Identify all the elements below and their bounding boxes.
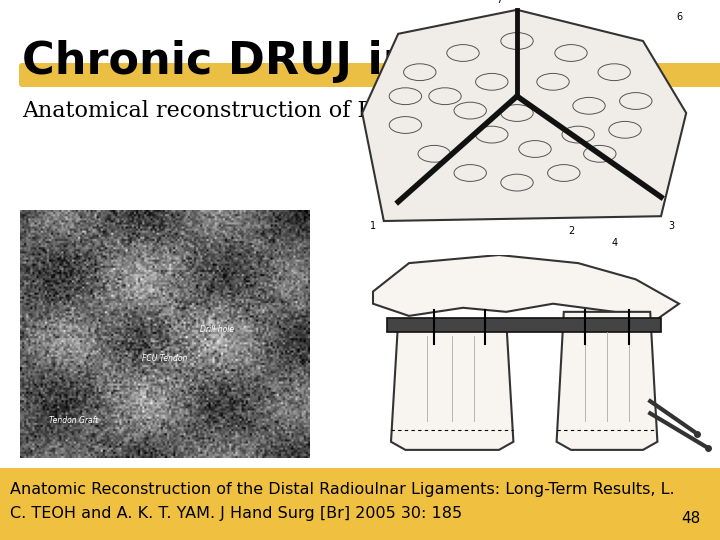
Bar — [0, 468, 720, 540]
Text: 4: 4 — [611, 238, 617, 248]
Text: C. TEOH and A. K. T. YAM. J Hand Surg [Br] 2005 30: 185: C. TEOH and A. K. T. YAM. J Hand Surg [B… — [10, 506, 462, 521]
Text: Drill hole: Drill hole — [200, 325, 234, 334]
Text: 48: 48 — [680, 511, 700, 526]
Text: FCU Tendon: FCU Tendon — [142, 354, 187, 363]
Polygon shape — [373, 255, 679, 324]
Text: 6: 6 — [676, 12, 682, 22]
Text: Chronic DRUJ instability: Chronic DRUJ instability — [22, 40, 620, 83]
Polygon shape — [557, 312, 657, 450]
Text: 7: 7 — [496, 0, 502, 5]
Text: Tendon Graft: Tendon Graft — [49, 416, 98, 426]
FancyBboxPatch shape — [19, 63, 440, 87]
Polygon shape — [362, 10, 686, 221]
Text: Anatomical reconstruction of DRUL: Anatomical reconstruction of DRUL — [22, 100, 426, 122]
Bar — [387, 318, 661, 332]
Text: 3: 3 — [669, 221, 675, 231]
Text: Anatomic Reconstruction of the Distal Radioulnar Ligaments: Long-Term Results, L: Anatomic Reconstruction of the Distal Ra… — [10, 482, 675, 497]
Text: 2: 2 — [568, 226, 574, 235]
Polygon shape — [391, 320, 513, 450]
Text: 1: 1 — [370, 221, 376, 231]
FancyBboxPatch shape — [487, 63, 720, 87]
